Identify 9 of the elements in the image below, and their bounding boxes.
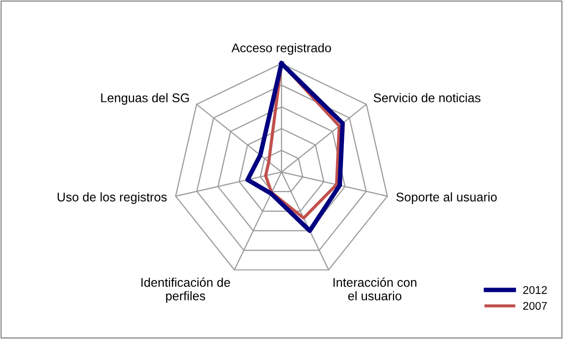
legend-label: 2012	[523, 286, 547, 294]
spoke-label: Interacción con el usuario	[334, 278, 416, 300]
spoke-label: Lenguas del SG	[101, 93, 189, 105]
spoke-label: Servicio de noticias	[374, 93, 480, 102]
spoke-label: Soporte al usuario	[396, 192, 497, 204]
legend-label: 2007	[523, 302, 547, 310]
spoke-label: Uso de los registros	[58, 192, 167, 204]
spoke-label: Identificación de perfiles	[141, 278, 230, 303]
spoke-label: Acceso registrado	[232, 43, 332, 55]
